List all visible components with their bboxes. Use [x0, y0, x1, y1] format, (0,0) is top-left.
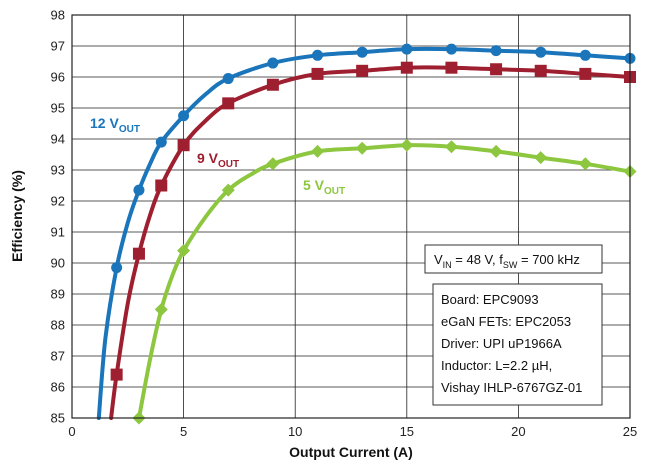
- info-line-fets: eGaN FETs: EPC2053: [441, 314, 571, 329]
- tick-labels: 85 86 87 88 89 90 91 92 93 94 95 96 97 98 0 5 10 15 20 25: [51, 8, 638, 440]
- data-point-circle: [401, 43, 413, 55]
- data-point-diamond: [266, 157, 280, 171]
- data-point-diamond: [177, 244, 191, 258]
- data-point-square: [490, 63, 503, 76]
- data-point-circle: [155, 136, 167, 148]
- data-point-square: [445, 61, 458, 74]
- data-point-circle: [133, 184, 145, 196]
- data-point-square: [132, 247, 145, 260]
- data-point-square: [155, 179, 168, 192]
- data-point-circle: [111, 262, 123, 274]
- data-point-square: [222, 97, 235, 110]
- data-point-diamond: [534, 151, 548, 165]
- condition-box: VIN = 48 V, fSW = 700 kHz: [424, 244, 603, 274]
- condition-box-frame: [424, 244, 603, 274]
- series-2: [132, 138, 637, 425]
- data-point-circle: [490, 45, 502, 57]
- series-1: [109, 61, 636, 420]
- y-tick-label: 86: [51, 380, 65, 395]
- info-box-frame: [432, 283, 603, 406]
- y-axis-title: Efficiency (%): [9, 170, 25, 262]
- data-point-circle: [222, 73, 234, 85]
- series-group: [96, 43, 637, 425]
- x-tick-label: 0: [68, 424, 75, 439]
- data-point-circle: [535, 46, 547, 58]
- x-tick-label: 15: [400, 424, 414, 439]
- series-label-12v-sub: OUT: [119, 124, 140, 135]
- series-label-9v-main: 9 V: [197, 150, 219, 166]
- data-point-circle: [579, 49, 591, 61]
- data-point-diamond: [221, 183, 235, 197]
- info-line-vishay: Vishay IHLP-6767GZ-01: [441, 380, 582, 395]
- data-point-diamond: [489, 144, 503, 158]
- data-point-circle: [445, 43, 457, 55]
- x-tick-label: 25: [623, 424, 637, 439]
- data-point-square: [534, 64, 547, 77]
- data-point-diamond: [578, 157, 592, 171]
- plot-frame: [71, 14, 631, 419]
- series-label-9v-sub: OUT: [218, 159, 239, 170]
- data-point-circle: [178, 110, 190, 122]
- data-point-circle: [267, 57, 279, 69]
- info-box: Board: EPC9093 eGaN FETs: EPC2053 Driver…: [432, 283, 603, 406]
- data-point-diamond: [444, 140, 458, 154]
- data-point-circle: [356, 46, 368, 58]
- data-point-diamond: [311, 144, 325, 158]
- info-line-inductor: Inductor: L=2.2 µH,: [441, 358, 552, 373]
- vin-symbol: V: [434, 252, 443, 267]
- data-point-square: [356, 64, 369, 77]
- y-tick-label: 92: [51, 194, 65, 209]
- condition-text: VIN = 48 V, fSW = 700 kHz: [434, 252, 580, 270]
- data-point-circle: [312, 49, 324, 61]
- y-tick-label: 91: [51, 225, 65, 240]
- y-tick-label: 96: [51, 70, 65, 85]
- series-label-5v-main: 5 V: [303, 177, 325, 193]
- series-label-5v-sub: OUT: [324, 186, 345, 197]
- data-point-diamond: [400, 138, 414, 152]
- series-label-12v-main: 12 V: [90, 115, 119, 131]
- data-point-diamond: [355, 141, 369, 155]
- x-tick-label: 10: [288, 424, 302, 439]
- x-axis-title: Output Current (A): [289, 444, 413, 460]
- y-tick-label: 87: [51, 349, 65, 364]
- info-line-driver: Driver: UPI uP1966A: [441, 336, 562, 351]
- y-tick-label: 93: [51, 163, 65, 178]
- data-point-square: [266, 78, 279, 91]
- y-tick-label: 89: [51, 287, 65, 302]
- data-point-square: [110, 368, 123, 381]
- vin-value: = 48 V, f: [452, 252, 504, 267]
- y-tick-label: 98: [51, 8, 65, 23]
- y-tick-label: 88: [51, 318, 65, 333]
- y-tick-label: 85: [51, 411, 65, 426]
- x-tick-label: 20: [511, 424, 525, 439]
- data-point-square: [579, 67, 592, 80]
- series-label-5v: 5 VOUT: [303, 177, 345, 197]
- vin-subscript: IN: [443, 260, 452, 270]
- y-tick-label: 97: [51, 39, 65, 54]
- y-tick-label: 95: [51, 101, 65, 116]
- data-point-square: [400, 61, 413, 74]
- data-point-diamond: [154, 303, 168, 316]
- data-point-square: [311, 67, 324, 80]
- y-tick-label: 90: [51, 256, 65, 271]
- series-label-12v: 12 VOUT: [90, 115, 140, 135]
- data-point-square: [177, 139, 190, 152]
- info-line-board: Board: EPC9093: [441, 292, 539, 307]
- y-tick-label: 94: [51, 132, 65, 147]
- series-label-9v: 9 VOUT: [197, 150, 239, 170]
- fsw-subscript: SW: [503, 260, 518, 270]
- x-tick-label: 5: [180, 424, 187, 439]
- fsw-value: = 700 kHz: [517, 252, 580, 267]
